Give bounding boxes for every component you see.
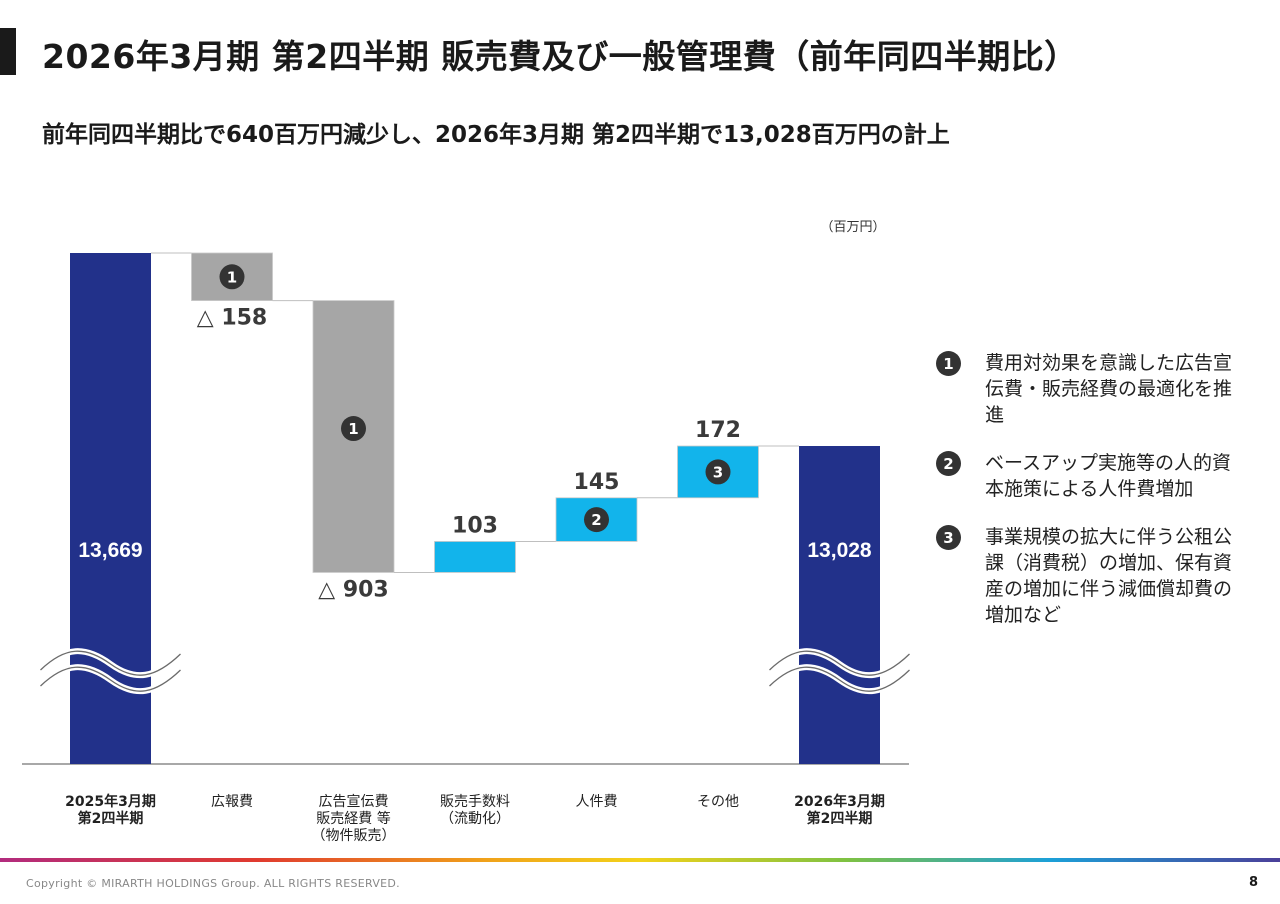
bar-value-label: 103 (452, 513, 498, 538)
bar-badge-number: 1 (348, 420, 358, 438)
category-label: （物件販売） (312, 828, 396, 844)
page-number: 8 (1248, 875, 1258, 890)
bar-value-label: △ 158 (197, 306, 268, 331)
unit-label: （百万円） (820, 220, 885, 235)
page-subtitle: 前年同四半期比で640百万円減少し、2026年3月期 第2四半期で13,028百… (42, 122, 950, 148)
axis-break-wave (40, 650, 181, 676)
legend-badge: 1 (936, 351, 961, 376)
category-label: 販売手数料 (440, 794, 510, 810)
title-accent-bar (0, 28, 16, 75)
axis-break-wave (769, 666, 910, 692)
bar-value-label: 13,669 (78, 539, 142, 562)
bar-badge-circle (341, 416, 366, 442)
bar-value-label: 13,028 (807, 539, 872, 562)
copyright: Copyright © MIRARTH HOLDINGS Group. ALL … (26, 877, 400, 890)
bar-badge-number: 1 (227, 268, 237, 286)
category-label: 2025年3月期 (65, 793, 156, 810)
category-label: その他 (697, 794, 739, 810)
category-label: 第2四半期 (807, 810, 873, 827)
bar-badge-circle (219, 264, 245, 290)
waterfall-bar (799, 446, 880, 764)
legend-badge: 2 (936, 451, 961, 476)
category-label: 2026年3月期 (794, 793, 885, 810)
axis-break-wave (40, 666, 181, 692)
waterfall-bar (70, 253, 151, 764)
category-label: 広告宣伝費 (319, 794, 389, 810)
bar-badge-number: 3 (713, 463, 723, 481)
bar-value-label: 172 (695, 418, 741, 443)
footer-rainbow-line (0, 858, 1280, 862)
category-label: （流動化） (440, 811, 510, 827)
legend-item: 2 ベースアップ実施等の人的資本施策による人件費増加 (936, 450, 1236, 502)
axis-break-wave (769, 650, 910, 676)
category-label: 第2四半期 (78, 810, 144, 827)
bar-badge-circle (705, 459, 731, 485)
legend-text: 事業規模の拡大に伴う公租公課（消費税）の増加、保有資産の増加に伴う減価償却費の増… (985, 526, 1233, 626)
legend-item: 3 事業規模の拡大に伴う公租公課（消費税）の増加、保有資産の増加に伴う減価償却費… (936, 524, 1236, 628)
category-label: 販売経費 等 (316, 810, 390, 827)
page-title: 2026年3月期 第2四半期 販売費及び一般管理費（前年同四半期比） (42, 37, 1078, 76)
legend: 1 費用対効果を意識した広告宣伝費・販売経費の最適化を推進 2 ベースアップ実施… (936, 350, 1236, 650)
category-label: 広報費 (211, 794, 253, 810)
legend-item: 1 費用対効果を意識した広告宣伝費・販売経費の最適化を推進 (936, 350, 1236, 428)
bar-value-label: △ 903 (318, 577, 389, 602)
bar-value-label: 145 (574, 470, 620, 495)
bar-badge-circle (584, 507, 609, 533)
waterfall-bar (434, 541, 516, 573)
legend-text: 費用対効果を意識した広告宣伝費・販売経費の最適化を推進 (985, 352, 1233, 426)
legend-text: ベースアップ実施等の人的資本施策による人件費増加 (985, 452, 1232, 500)
category-label: 人件費 (576, 794, 618, 810)
legend-badge: 3 (936, 525, 961, 550)
bar-badge-number: 2 (591, 511, 601, 529)
